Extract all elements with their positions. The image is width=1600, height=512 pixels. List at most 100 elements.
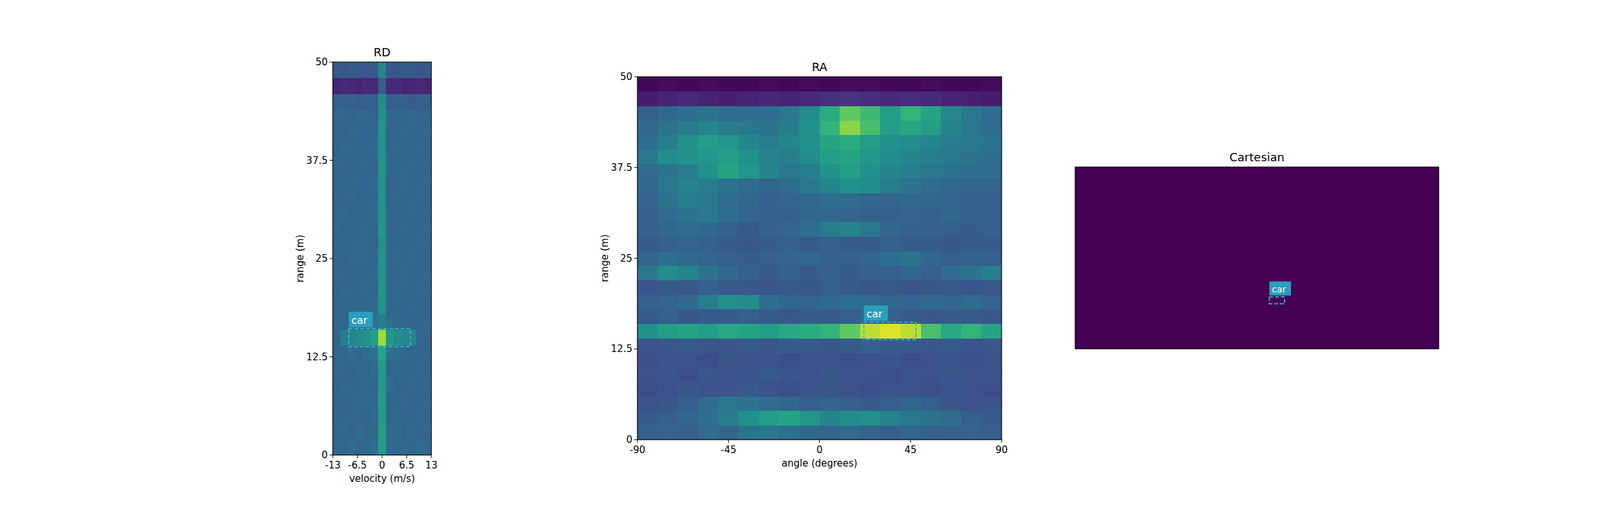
heat-cell [839,135,861,150]
heat-cell [332,93,341,110]
heat-cell [423,297,432,314]
heat-cell [900,294,921,310]
heat-cell [839,91,861,107]
heat-cell [657,207,679,223]
heat-cell [920,192,942,208]
heat-cell [408,250,416,267]
heat-cell [900,178,921,194]
heat-cell [340,187,349,204]
heat-cell [860,120,881,136]
heat-cell [860,250,881,266]
detection-box [1269,296,1285,304]
heat-cell [385,78,394,95]
heat-cell [637,149,658,164]
heat-cell [385,250,394,267]
heat-cell [698,149,719,164]
y-tick-label: 25 [620,252,633,265]
heat-cell [880,178,901,194]
heat-cell [759,396,780,411]
heat-cell [393,156,402,173]
heat-cell [340,234,349,251]
heat-cell [698,105,719,121]
heat-cell [355,109,364,126]
heat-cell [362,109,371,126]
heat-cell [657,192,679,208]
heat-cell [401,250,409,267]
heat-cell [385,203,394,220]
heat-cell [860,207,881,223]
heat-cell [718,424,739,440]
heat-cell [961,337,982,353]
heat-cell [819,178,841,194]
x-tick-label: 0 [378,459,386,472]
heat-cell [408,297,416,314]
heat-cell [355,187,364,204]
heat-cell [355,392,364,409]
heat-cell [839,207,861,223]
heat-cell [416,250,424,267]
heat-cell [961,396,982,411]
heat-cell [401,172,409,189]
heat-cell [657,163,679,179]
heat-cell [799,120,820,136]
heat-cell [698,424,719,440]
heat-cell [981,192,1002,208]
heat-cell [900,396,921,411]
heat-cell [423,407,432,424]
heat-cell [900,76,921,92]
heat-cell [423,344,432,361]
heat-cell [961,178,982,194]
heat-cell [416,313,424,330]
heat-cell [348,392,356,409]
heat-cell [637,236,658,251]
heat-cell [900,280,921,296]
heat-cell [698,367,719,383]
heat-cell [738,250,760,266]
heat-cell [385,124,394,141]
heat-cell [385,156,394,173]
heat-cell [677,265,699,281]
heat-cell [378,234,386,251]
heat-cell [778,250,800,266]
heat-cell [961,352,982,368]
heat-cell [940,323,962,339]
heat-cell [332,392,341,409]
heat-cell [393,140,402,157]
detection-box [348,328,411,347]
heat-cell [718,309,739,324]
y-tick [634,76,638,78]
heat-cell [920,163,942,179]
heat-cell [940,410,962,426]
heat-cell [759,178,780,194]
heat-cell [860,381,881,397]
heat-cell [340,250,349,267]
heat-cell [961,294,982,310]
heat-cell [340,156,349,173]
heat-cell [370,203,379,220]
heat-cell [355,282,364,299]
heat-cell [637,76,658,92]
heat-cell [378,78,386,95]
y-tick-label: 50 [315,56,328,68]
frame [1075,167,1439,349]
heat-cell [408,439,416,456]
heat-cell [677,236,699,251]
heat-cell [759,323,780,339]
heat-cell [423,140,432,157]
heat-cell [657,381,679,397]
heat-cell [393,234,402,251]
heat-cell [637,381,658,397]
heat-cell [340,423,349,440]
heat-cell [332,203,341,220]
heat-cell [332,124,341,141]
x-tick-label: -45 [720,444,737,456]
heat-cell [408,329,416,346]
heat-cell [940,280,962,296]
heat-cell [408,140,416,157]
heat-cell [348,360,356,377]
heat-cell [423,360,432,377]
heat-cell [839,149,861,164]
heat-cell [637,323,658,339]
heat-cell [370,109,379,126]
heat-cell [378,392,386,409]
